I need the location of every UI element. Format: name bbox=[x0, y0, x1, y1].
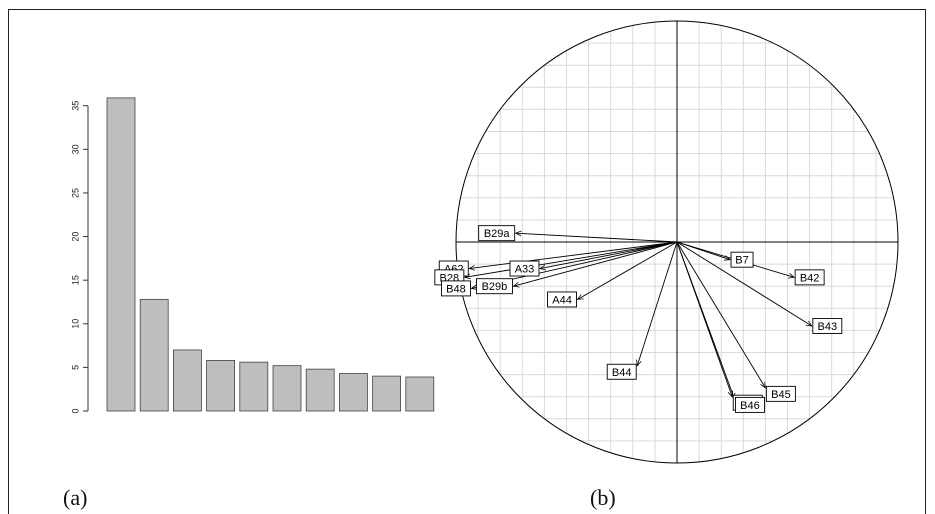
bar bbox=[338, 373, 368, 412]
vector-label-box bbox=[547, 291, 577, 308]
vector-arrow bbox=[578, 241, 678, 299]
vector-arrow bbox=[465, 241, 678, 277]
vector-arrow bbox=[516, 233, 678, 243]
vector-label: B44 bbox=[612, 367, 632, 379]
vector-arrow bbox=[540, 241, 678, 269]
vector-arrow bbox=[469, 241, 678, 269]
y-tick-label: 20 bbox=[70, 232, 80, 242]
bar bbox=[239, 361, 269, 412]
vector-label-box bbox=[735, 396, 765, 413]
vector-label-box bbox=[441, 280, 471, 297]
correlation-circle-b: B29aA62B28B48B29bA33A44B44B7B42B43B45B47… bbox=[434, 20, 899, 464]
y-tick-label: 0 bbox=[70, 408, 80, 413]
bar bbox=[172, 349, 202, 412]
figure-frame bbox=[8, 9, 926, 514]
bar bbox=[305, 368, 335, 412]
vector-arrow bbox=[676, 241, 765, 388]
bar bbox=[372, 375, 402, 412]
vector-label: A44 bbox=[552, 294, 572, 306]
bar bbox=[272, 365, 302, 412]
vector-label-box bbox=[509, 260, 540, 277]
vector-arrow bbox=[513, 241, 678, 286]
vector-label-box bbox=[730, 251, 754, 268]
y-tick-label: 10 bbox=[70, 319, 80, 329]
vector-label: A33 bbox=[515, 264, 535, 276]
y-tick-label: 15 bbox=[70, 275, 80, 285]
vector-label: B29a bbox=[484, 228, 511, 240]
vector-label: B42 bbox=[800, 272, 820, 284]
bar-chart-a: 0 5 10 15 20 25 30 35 bbox=[70, 97, 435, 414]
vector-label: B29b bbox=[482, 281, 508, 293]
bar bbox=[405, 376, 435, 412]
vector-arrow bbox=[676, 241, 812, 326]
bar bbox=[106, 97, 136, 412]
bar bbox=[206, 360, 236, 412]
vector-label: B46 bbox=[740, 400, 760, 412]
vector-label-box bbox=[476, 278, 513, 295]
panel-a-label: (a) bbox=[63, 485, 88, 510]
vector-label: B43 bbox=[818, 321, 838, 333]
vector-arrow bbox=[637, 241, 678, 366]
vector-label-box bbox=[478, 225, 516, 242]
y-tick-label: 30 bbox=[70, 144, 80, 154]
vector-label: B48 bbox=[446, 283, 466, 295]
panel-b-label: (b) bbox=[590, 485, 616, 510]
y-tick-label: 35 bbox=[70, 101, 80, 111]
y-tick-label: 25 bbox=[70, 188, 80, 198]
y-tick-label: 5 bbox=[70, 365, 80, 370]
vector-label-box bbox=[794, 269, 825, 286]
vector-label-box bbox=[606, 363, 637, 380]
vector-label: B45 bbox=[771, 389, 791, 401]
vector-label-box bbox=[812, 318, 843, 334]
vector-label: B7 bbox=[735, 255, 748, 267]
bar bbox=[139, 298, 169, 412]
vector-label-box bbox=[765, 385, 796, 402]
vector-arrow bbox=[676, 241, 734, 399]
